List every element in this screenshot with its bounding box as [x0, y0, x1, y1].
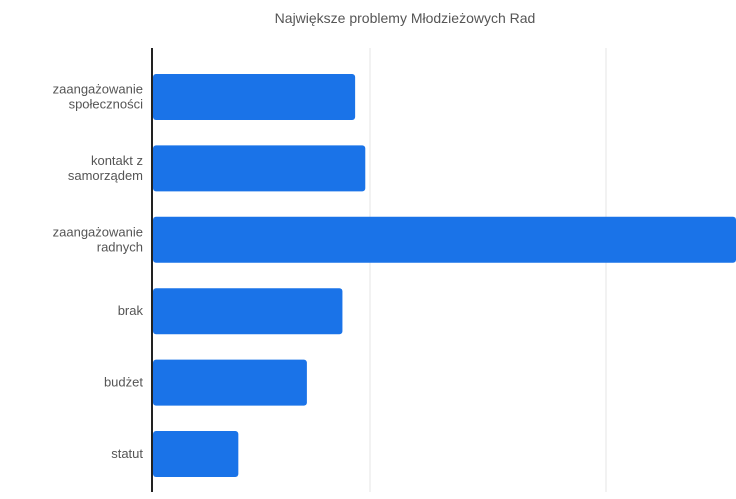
category-label: zaangażowanie: [53, 224, 143, 239]
category-label: zaangażowanie: [53, 82, 143, 97]
category-label: brak: [118, 303, 144, 318]
bar: [153, 288, 343, 335]
bars: [153, 74, 736, 477]
bar: [153, 431, 239, 477]
category-label: budżet: [104, 375, 143, 390]
category-label: społeczności: [69, 97, 144, 112]
category-label: samorządem: [68, 168, 143, 183]
bar: [153, 216, 736, 263]
bar: [153, 145, 366, 192]
category-label: radnych: [97, 239, 143, 254]
grid-lines: [369, 48, 607, 492]
category-label: statut: [111, 446, 143, 461]
bar: [153, 74, 356, 120]
bar: [153, 359, 307, 406]
category-label: kontakt z: [91, 153, 143, 168]
chart-title: Największe problemy Młodzieżowych Rad: [275, 10, 536, 26]
